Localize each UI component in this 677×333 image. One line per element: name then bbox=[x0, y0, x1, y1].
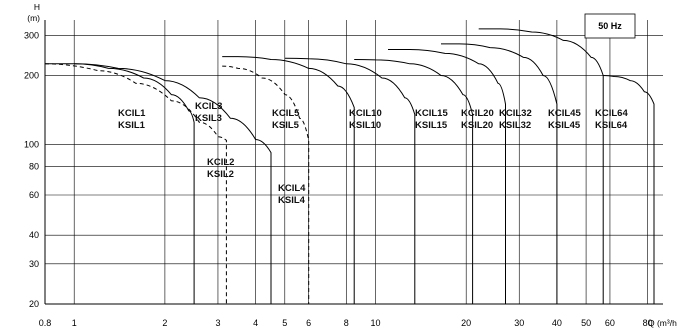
y-tick-label: 100 bbox=[24, 139, 39, 149]
curve-label-ksil2: KSIL2 bbox=[207, 169, 234, 180]
x-tick-label: 10 bbox=[370, 318, 380, 328]
y-axis-label-top: H bbox=[34, 2, 40, 12]
curve-label-ksil3: KSIL3 bbox=[195, 113, 222, 124]
curve-layer bbox=[44, 28, 655, 304]
y-axis-label-unit: (m) bbox=[27, 13, 40, 23]
curve-kcil20 bbox=[387, 49, 506, 304]
curve-kcil64 bbox=[603, 75, 655, 304]
x-axis-label: Q (m³/h) bbox=[648, 318, 677, 328]
y-tick-label: 20 bbox=[29, 299, 39, 309]
curve-label-kcil2: KCIL2 bbox=[207, 157, 234, 168]
curve-label-kcil45: KCIL45 bbox=[548, 108, 581, 119]
curve-kcil4 bbox=[222, 65, 310, 304]
curve-label-ksil45: KSIL45 bbox=[548, 120, 581, 131]
curve-label-kcil4: KCIL4 bbox=[278, 183, 306, 194]
axes-layer: H (m) Q (m³/h) bbox=[27, 2, 677, 328]
curve-label-ksil15: KSIL15 bbox=[415, 120, 448, 131]
curve-label-ksil10: KSIL10 bbox=[349, 120, 381, 131]
y-tick-label: 30 bbox=[29, 259, 39, 269]
x-tick-label: 6 bbox=[306, 318, 311, 328]
x-tick-label: 30 bbox=[514, 318, 524, 328]
tick-layer: 20 30 40 60 80 100 200 300 0.8 1 2 3 4 5 6 8 10 20 30 40 50 6… bbox=[24, 30, 653, 328]
curve-kcil15 bbox=[354, 59, 474, 304]
y-tick-label: 80 bbox=[29, 161, 39, 171]
curve-kcil1 bbox=[44, 63, 195, 304]
frequency-legend-box: 50 Hz bbox=[584, 13, 636, 39]
y-tick-label: 200 bbox=[24, 71, 39, 81]
x-tick-label: 8 bbox=[344, 318, 349, 328]
curve-label-layer: KCIL1KSIL1KCIL2KSIL2KCIL3KSIL3KCIL4KSIL4… bbox=[118, 101, 628, 206]
curve-label-ksil1: KSIL1 bbox=[118, 120, 146, 131]
x-tick-label: 2 bbox=[162, 318, 167, 328]
y-tick-label: 300 bbox=[24, 30, 39, 40]
curve-label-kcil64: KCIL64 bbox=[595, 108, 628, 119]
curve-label-kcil20: KCIL20 bbox=[461, 108, 494, 119]
curve-label-kcil3: KCIL3 bbox=[195, 101, 222, 112]
x-tick-label: 60 bbox=[605, 318, 615, 328]
x-tick-label: 40 bbox=[552, 318, 562, 328]
curve-label-kcil15: KCIL15 bbox=[415, 108, 448, 119]
curve-label-ksil20: KSIL20 bbox=[461, 120, 493, 131]
curve-kcil45 bbox=[478, 28, 604, 304]
x-tick-label: 20 bbox=[461, 318, 471, 328]
x-tick-label: 1 bbox=[72, 318, 77, 328]
curve-kcil5 bbox=[222, 56, 355, 304]
y-tick-label: 40 bbox=[29, 230, 39, 240]
curve-kcil3 bbox=[74, 63, 272, 304]
curve-kcil10 bbox=[284, 57, 416, 304]
x-tick-label: 5 bbox=[282, 318, 287, 328]
y-tick-label: 60 bbox=[29, 190, 39, 200]
x-tick-label: 0.8 bbox=[39, 318, 52, 328]
x-tick-label: 80 bbox=[643, 318, 653, 328]
x-tick-label: 3 bbox=[215, 318, 220, 328]
curve-label-ksil64: KSIL64 bbox=[595, 120, 628, 131]
curve-label-kcil10: KCIL10 bbox=[349, 108, 382, 119]
x-tick-label: 50 bbox=[581, 318, 591, 328]
curve-label-kcil5: KCIL5 bbox=[272, 108, 300, 119]
curve-label-kcil1: KCIL1 bbox=[118, 108, 146, 119]
frequency-label: 50 Hz bbox=[598, 21, 622, 31]
curve-label-ksil32: KSIL32 bbox=[499, 120, 531, 131]
curve-kcil32 bbox=[441, 43, 558, 304]
curve-label-ksil5: KSIL5 bbox=[272, 120, 300, 131]
curve-label-ksil4: KSIL4 bbox=[278, 195, 306, 206]
x-tick-label: 4 bbox=[253, 318, 258, 328]
curve-label-kcil32: KCIL32 bbox=[499, 108, 532, 119]
curve-kcil2 bbox=[44, 63, 227, 304]
